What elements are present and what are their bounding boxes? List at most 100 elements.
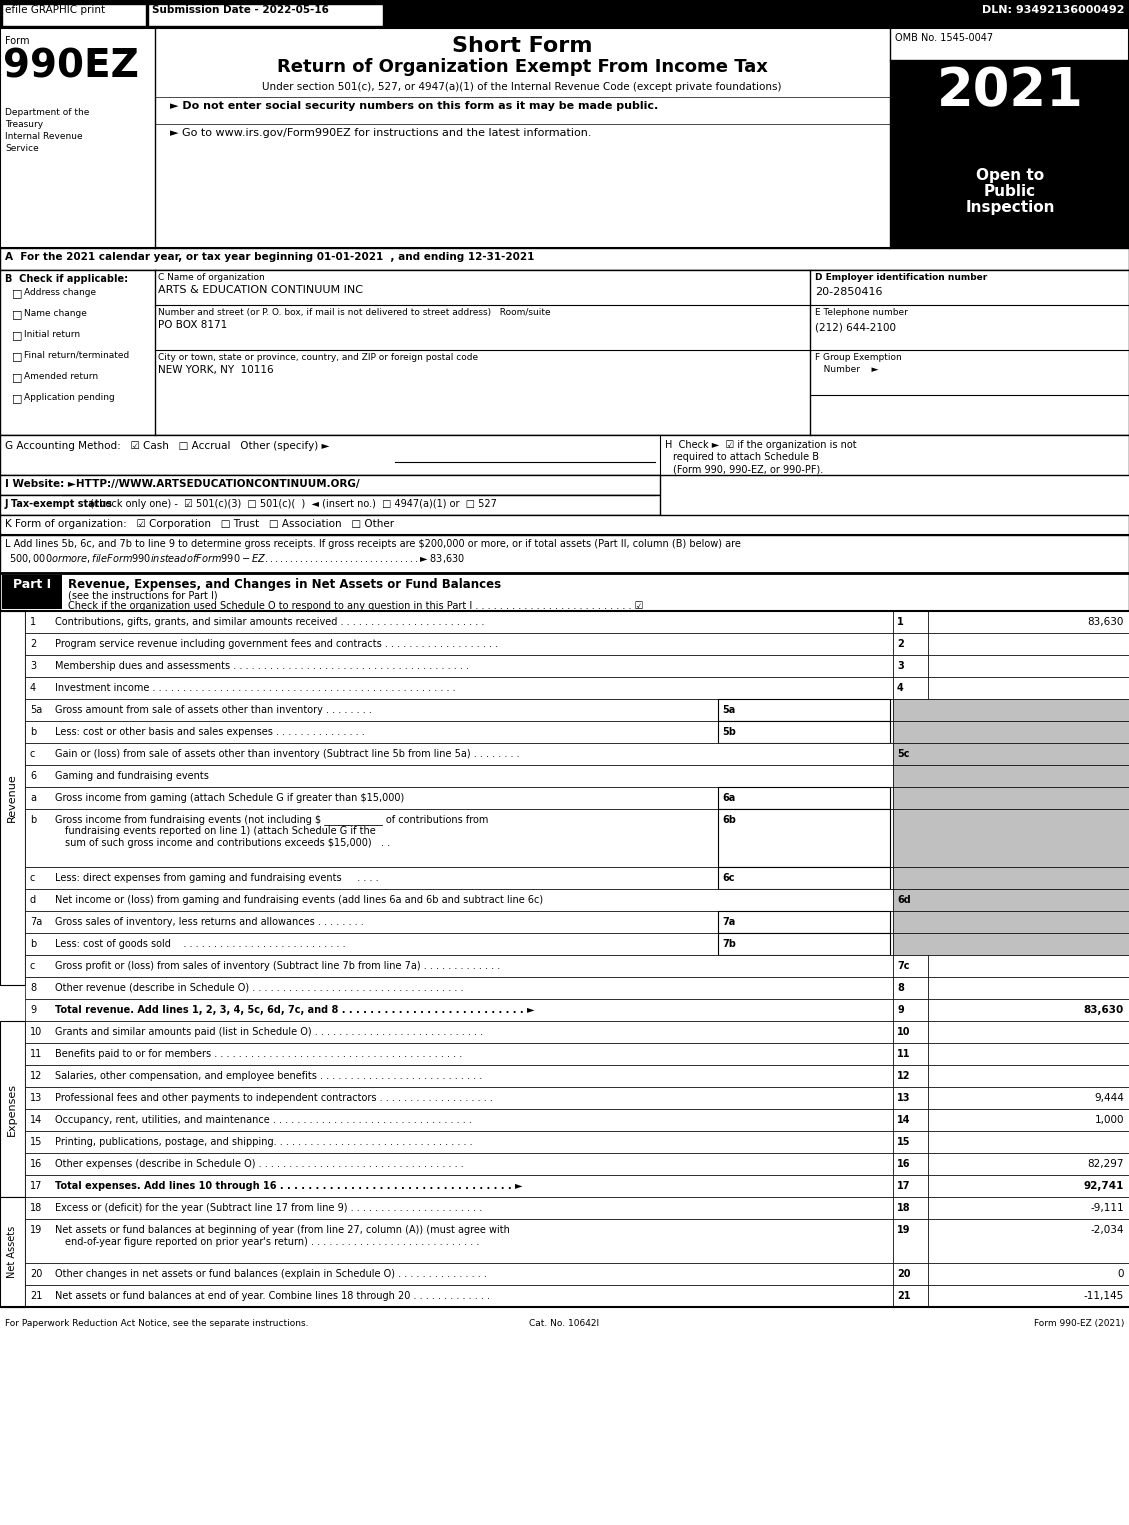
Text: (check only one) -  ☑ 501(c)(3)  □ 501(c)(  )  ◄ (insert no.)  □ 4947(a)(1) or  : (check only one) - ☑ 501(c)(3) □ 501(c)(… (90, 499, 497, 509)
Text: K Form of organization:   ☑ Corporation   □ Trust   □ Association   □ Other: K Form of organization: ☑ Corporation □ … (5, 518, 394, 529)
Bar (890, 160, 1129, 249)
Text: 14: 14 (898, 1115, 910, 1125)
Text: J Tax-exempt status: J Tax-exempt status (5, 499, 113, 509)
Text: 1: 1 (898, 618, 903, 627)
Text: 5c: 5c (898, 749, 910, 759)
Text: 4: 4 (898, 683, 903, 692)
Bar (893, 1174, 928, 1197)
Bar (25, 978, 893, 999)
Text: -9,111: -9,111 (1091, 1203, 1124, 1212)
Text: 16: 16 (898, 1159, 910, 1170)
Text: 1,000: 1,000 (1094, 1115, 1124, 1125)
Text: Contributions, gifts, grants, and similar amounts received . . . . . . . . . . .: Contributions, gifts, grants, and simila… (55, 618, 484, 627)
Text: 7c: 7c (898, 961, 910, 971)
Text: Less: direct expenses from gaming and fundraising events     . . . .: Less: direct expenses from gaming and fu… (55, 872, 378, 883)
Text: 12: 12 (898, 1071, 910, 1081)
Text: Net Assets: Net Assets (7, 1226, 17, 1278)
Bar (25, 677, 893, 698)
Text: Other changes in net assets or fund balances (explain in Schedule O) . . . . . .: Other changes in net assets or fund bala… (55, 1269, 487, 1279)
Text: B  Check if applicable:: B Check if applicable: (5, 274, 128, 284)
Text: -11,145: -11,145 (1084, 1292, 1124, 1301)
Text: 8: 8 (30, 984, 36, 993)
Bar (928, 1218, 1129, 1263)
Text: c: c (30, 872, 35, 883)
Text: Open to: Open to (975, 168, 1044, 183)
Bar (893, 1153, 928, 1174)
Bar (25, 743, 893, 766)
Bar (0, 1022, 25, 1197)
Text: Gross profit or (loss) from sales of inventory (Subtract line 7b from line 7a) .: Gross profit or (loss) from sales of inv… (55, 961, 500, 971)
Bar (928, 1132, 1129, 1153)
Text: 1: 1 (30, 618, 36, 627)
Bar (25, 787, 893, 808)
Text: Amended return: Amended return (24, 372, 98, 381)
Bar (25, 698, 893, 721)
Text: Name change: Name change (24, 310, 87, 319)
Text: -2,034: -2,034 (1091, 1225, 1124, 1235)
Bar (928, 677, 1129, 698)
Text: a: a (30, 793, 36, 804)
Text: $500,000 or more, file Form 990 instead of Form 990-EZ . . . . . . . . . . . . .: $500,000 or more, file Form 990 instead … (9, 552, 465, 564)
Text: D Employer identification number: D Employer identification number (815, 273, 987, 282)
Text: (Form 990, 990-EZ, or 990-PF).: (Form 990, 990-EZ, or 990-PF). (673, 464, 823, 474)
Bar (893, 1109, 928, 1132)
Bar (893, 1022, 928, 1043)
Bar (148, 5, 383, 26)
Bar (0, 435, 1129, 474)
Text: 11: 11 (898, 1049, 910, 1058)
Bar (25, 1218, 893, 1263)
Text: Excess or (deficit) for the year (Subtract line 17 from line 9) . . . . . . . . : Excess or (deficit) for the year (Subtra… (55, 1203, 482, 1212)
Text: Membership dues and assessments . . . . . . . . . . . . . . . . . . . . . . . . : Membership dues and assessments . . . . … (55, 660, 469, 671)
Bar (893, 633, 928, 656)
Text: Check if the organization used Schedule O to respond to any question in this Par: Check if the organization used Schedule … (68, 601, 644, 612)
Text: Inspection: Inspection (965, 200, 1054, 215)
Text: 20: 20 (898, 1269, 910, 1279)
Bar (893, 955, 928, 978)
Text: Investment income . . . . . . . . . . . . . . . . . . . . . . . . . . . . . . . : Investment income . . . . . . . . . . . … (55, 683, 456, 692)
Bar (25, 1087, 893, 1109)
Bar (893, 698, 1129, 721)
Text: 19: 19 (898, 1225, 910, 1235)
Text: E Telephone number: E Telephone number (815, 308, 908, 317)
Text: 10: 10 (898, 1026, 910, 1037)
Text: Salaries, other compensation, and employee benefits . . . . . . . . . . . . . . : Salaries, other compensation, and employ… (55, 1071, 482, 1081)
Text: DLN: 93492136000492: DLN: 93492136000492 (982, 5, 1124, 15)
Bar (0, 249, 1129, 270)
Bar (893, 766, 1129, 787)
Text: Initial return: Initial return (24, 329, 80, 339)
Text: OMB No. 1545-0047: OMB No. 1545-0047 (895, 34, 994, 43)
Text: 18: 18 (898, 1203, 911, 1212)
Text: Department of the: Department of the (5, 108, 89, 117)
Bar (2, 5, 146, 26)
Bar (893, 1218, 928, 1263)
Text: 21: 21 (30, 1292, 43, 1301)
Text: A  For the 2021 calendar year, or tax year beginning 01-01-2021  , and ending 12: A For the 2021 calendar year, or tax yea… (5, 252, 534, 262)
Bar (893, 612, 928, 633)
Text: 15: 15 (30, 1138, 43, 1147)
Text: City or town, state or province, country, and ZIP or foreign postal code: City or town, state or province, country… (158, 352, 478, 361)
Text: required to attach Schedule B: required to attach Schedule B (673, 451, 819, 462)
Text: 7b: 7b (723, 939, 736, 949)
Text: Other revenue (describe in Schedule O) . . . . . . . . . . . . . . . . . . . . .: Other revenue (describe in Schedule O) .… (55, 984, 464, 993)
Bar (928, 1174, 1129, 1197)
Bar (893, 933, 1129, 955)
Bar (928, 633, 1129, 656)
Text: 19: 19 (30, 1225, 42, 1235)
Bar (25, 1043, 893, 1064)
Bar (718, 721, 890, 743)
Bar (25, 1022, 893, 1043)
Bar (928, 1022, 1129, 1043)
Text: Return of Organization Exempt From Income Tax: Return of Organization Exempt From Incom… (277, 58, 768, 76)
Text: Gross sales of inventory, less returns and allowances . . . . . . . .: Gross sales of inventory, less returns a… (55, 917, 364, 927)
Text: 20-2850416: 20-2850416 (815, 287, 883, 297)
Bar (25, 1286, 893, 1307)
Text: 9,444: 9,444 (1094, 1093, 1124, 1103)
Bar (893, 999, 928, 1022)
Text: 5a: 5a (723, 705, 735, 715)
Text: 20: 20 (30, 1269, 43, 1279)
Text: c: c (30, 961, 35, 971)
Text: Gross income from fundraising events (not including $ ____________ of contributi: Gross income from fundraising events (no… (55, 814, 489, 825)
Text: (see the instructions for Part I): (see the instructions for Part I) (68, 592, 218, 601)
Text: Revenue, Expenses, and Changes in Net Assets or Fund Balances: Revenue, Expenses, and Changes in Net As… (68, 578, 501, 592)
Bar (893, 978, 928, 999)
